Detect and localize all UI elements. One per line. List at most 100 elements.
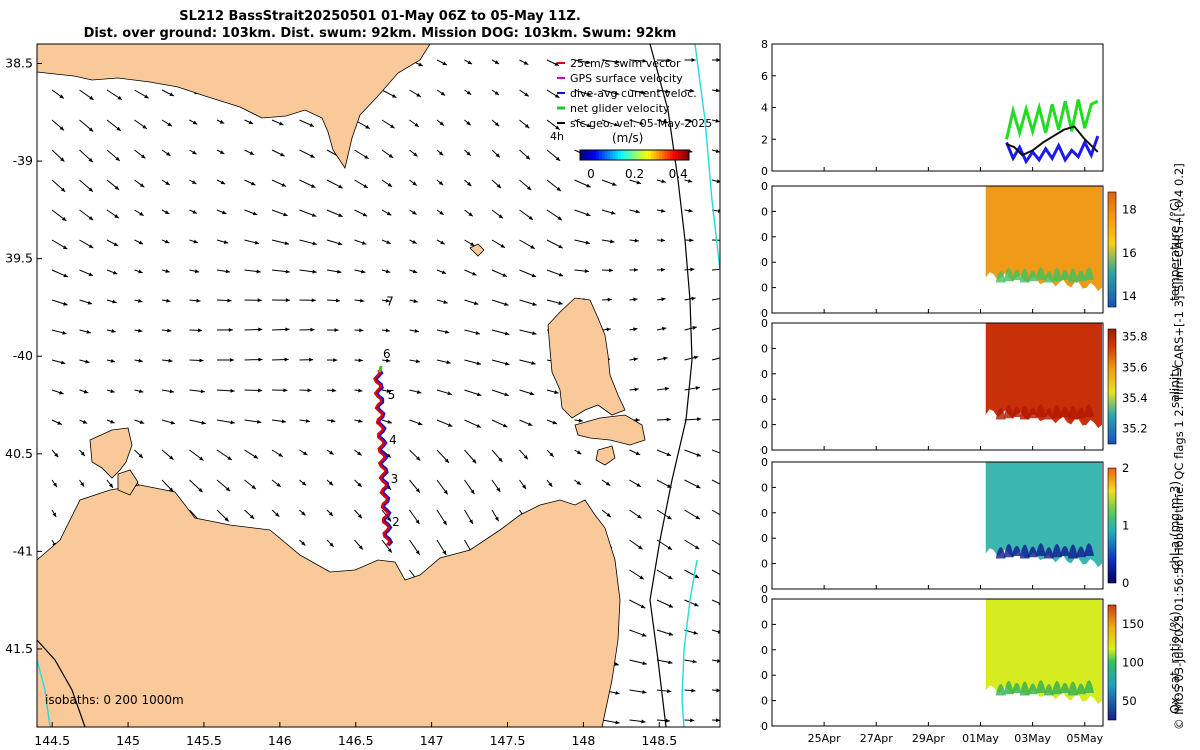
current-vector-head: [586, 183, 591, 188]
current-vector-head: [114, 214, 119, 219]
isobath-1000m-south: [681, 559, 698, 727]
current-vector-head: [690, 718, 695, 723]
heatmap-streak: [1051, 543, 1062, 558]
current-vector-head: [530, 244, 535, 249]
heatmap-colorbar-tick: 35.8: [1122, 330, 1148, 344]
current-vector-head: [193, 239, 198, 244]
heatmap-streak: [1083, 404, 1094, 417]
heatmap-streak: [1019, 268, 1030, 283]
heatmap-y-tick-label: 60: [760, 669, 768, 682]
current-vector-head: [666, 417, 671, 422]
isobath-legend-text: isobaths: 0 200 1000m: [45, 693, 184, 707]
velocity-y-tick-label: 0.4: [760, 102, 768, 115]
colorbar-cell: [618, 150, 622, 160]
current-vector-head: [357, 514, 362, 519]
current-vector-head: [716, 658, 720, 663]
current-vector-head: [442, 61, 447, 66]
current-vector-head: [664, 386, 670, 391]
current-vector-head: [667, 689, 672, 694]
current-vector-head: [285, 269, 290, 274]
map-x-tick-label: 147: [420, 733, 444, 748]
current-vector-head: [138, 358, 143, 363]
current-vector-head: [605, 481, 611, 486]
current-vector-head: [338, 213, 343, 217]
velocity-series-line: [1006, 125, 1099, 157]
map-y-tick-label: 38.5: [5, 56, 33, 71]
map-x-tick-label: 146: [268, 733, 292, 748]
current-vector-head: [690, 267, 695, 272]
current-vector-head: [443, 489, 448, 495]
current-vector-head: [142, 124, 147, 129]
current-vector-head: [83, 389, 89, 394]
current-vector-head: [696, 452, 701, 457]
current-vector-head: [661, 179, 666, 184]
current-vector-head: [361, 269, 366, 274]
heatmap-y-tick-label: 40: [760, 644, 768, 657]
current-vector-head: [660, 208, 666, 213]
current-vector-head: [494, 60, 500, 64]
current-vector-head: [504, 361, 510, 366]
heatmap-y-tick-label: 40: [760, 231, 768, 244]
current-vector-head: [227, 298, 232, 303]
current-vector-head: [385, 269, 391, 274]
current-vector-head: [498, 457, 503, 462]
isobath-200m: [649, 44, 693, 727]
heatmap-streak: [1067, 544, 1078, 559]
heatmap-streak: [1035, 543, 1046, 556]
heatmap-streak: [1027, 270, 1038, 282]
current-vector-head: [361, 241, 367, 245]
current-vector-head: [112, 299, 117, 304]
colorbar-cell: [609, 150, 614, 160]
colorbar-cell: [607, 150, 611, 160]
current-vector-head: [415, 550, 420, 555]
heatmap-y-tick-label: 80: [760, 282, 768, 295]
heatmap-streak: [1043, 547, 1054, 559]
current-vector-head: [387, 517, 392, 522]
current-vector-head: [693, 355, 699, 360]
current-vector-head: [227, 456, 232, 460]
current-vector-head: [225, 487, 231, 492]
heatmap-colorbar: [1107, 191, 1117, 308]
current-vector-head: [467, 60, 473, 65]
colorbar-cell: [582, 150, 586, 160]
colorbar-cell: [672, 150, 676, 160]
heatmap-colorbar-label: chl-a (mg m-3): [1168, 481, 1182, 570]
current-vector-head: [724, 355, 728, 359]
right-panels: 00.20.40.60.8velocity magnitude (m/s)020…: [760, 38, 1182, 745]
time-tick-label: 27Apr: [860, 732, 894, 745]
current-vector-head: [196, 298, 201, 303]
current-vector-head: [523, 60, 529, 65]
current-vector-head: [164, 239, 170, 244]
current-vector-head: [201, 420, 206, 425]
current-vector-head: [641, 632, 647, 637]
map-legend: 25cm/s swim vector GPS surface velocity …: [550, 57, 712, 181]
colorbar-cell: [637, 150, 641, 160]
colorbar-cell: [664, 150, 668, 160]
heatmap-y-tick-label: 0: [761, 593, 768, 606]
heatmap-colorbar-label: Ox. sat. ratio (%): [1168, 611, 1182, 713]
current-vector-head: [668, 632, 674, 636]
current-vector-head: [668, 603, 674, 608]
current-vector-head: [689, 238, 694, 243]
current-vector-head: [63, 273, 68, 278]
colorbar-cell: [661, 150, 665, 160]
current-vector-head: [555, 156, 561, 161]
current-vector-head: [391, 93, 397, 98]
current-vector-head: [692, 659, 697, 664]
current-vector-head: [62, 245, 68, 250]
current-vector-head: [717, 629, 720, 634]
current-vector-head: [358, 419, 363, 423]
current-vector-head: [283, 388, 288, 393]
current-vector-head: [496, 487, 501, 492]
current-vector-head: [415, 488, 420, 493]
colorbar-tick-label: 0.2: [625, 167, 644, 181]
current-vector-head: [722, 296, 726, 300]
current-vector-head: [610, 239, 615, 244]
heatmap-streak: [1059, 545, 1070, 556]
current-vector-head: [467, 181, 472, 187]
current-vector-head: [548, 482, 553, 487]
mainland-victoria: [37, 44, 431, 169]
current-vector-head: [446, 360, 451, 365]
heatmap-colorbar-tick: 100: [1122, 656, 1144, 670]
heatmap-streak: [1011, 545, 1022, 556]
